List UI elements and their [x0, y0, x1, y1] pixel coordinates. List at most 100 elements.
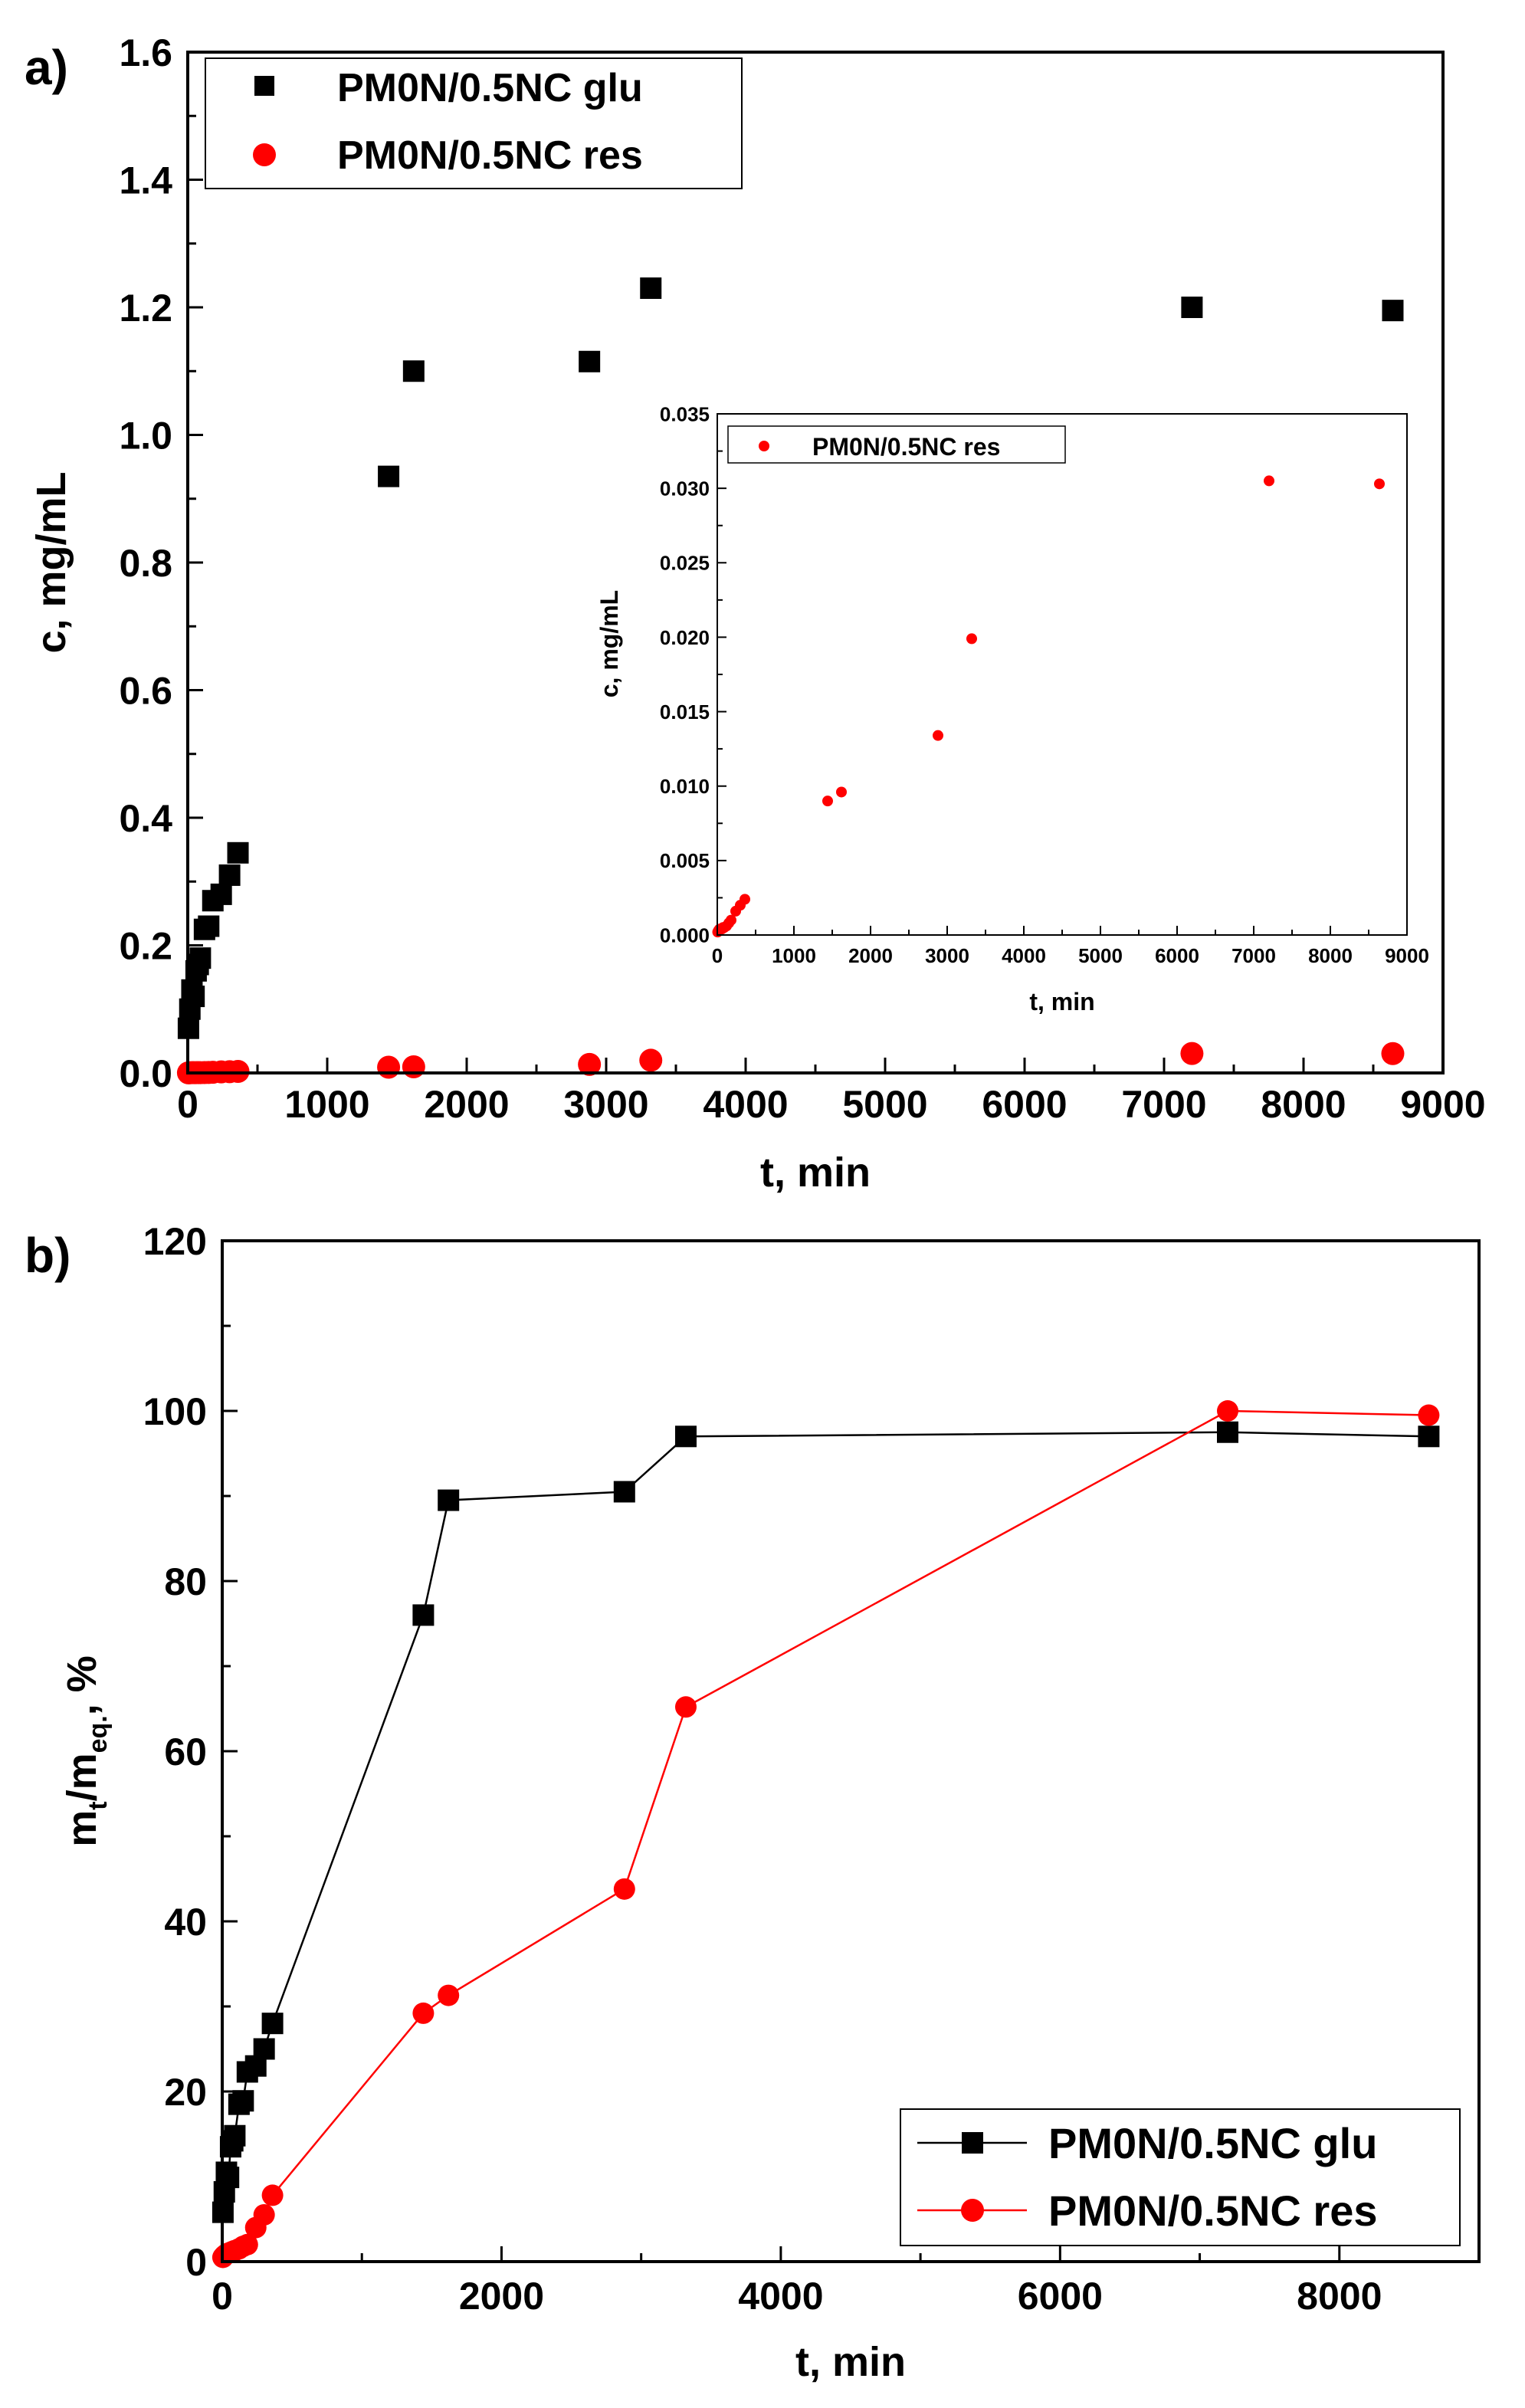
data-point-circle	[740, 894, 750, 905]
panel-b-x-axis-title: t, min	[795, 2339, 906, 2385]
x-tick-label: 6000	[982, 1083, 1067, 1126]
data-point-square	[227, 841, 249, 864]
y-tick-label: 20	[164, 2071, 207, 2114]
panel-a-plot-frame	[186, 51, 1445, 1074]
x-tick-label: 1000	[772, 944, 816, 967]
legend-circle-marker	[253, 143, 276, 166]
data-point-circle	[726, 914, 736, 926]
x-tick-label: 2000	[424, 1083, 509, 1126]
x-tick-label: 1000	[284, 1083, 369, 1126]
inset-legend: PM0N/0.5NC res	[727, 425, 1066, 464]
x-tick-label: 3000	[563, 1083, 648, 1126]
legend-square-marker	[962, 2132, 983, 2154]
data-point-square	[1382, 300, 1404, 322]
ylabel-sub-t: t	[84, 1801, 113, 1809]
data-point-circle	[578, 1052, 602, 1076]
data-point-square	[1418, 1425, 1440, 1448]
y-tick-label: 0.005	[660, 849, 710, 872]
panel-a-chart: a) 0 1000 2000 3000 4000 5000 6000 7000 8000 9000…	[25, 31, 1486, 1196]
data-point-circle	[377, 1055, 401, 1079]
inset-legend-label-res: PM0N/0.5NC res	[812, 433, 1000, 461]
data-point-circle	[412, 2002, 435, 2024]
data-point-square	[640, 277, 662, 300]
inset-background	[717, 414, 1407, 935]
data-point-circle	[639, 1048, 663, 1072]
data-point-square	[218, 864, 241, 886]
panel-b-legend: PM0N/0.5NC glu PM0N/0.5NC res	[900, 2108, 1461, 2246]
data-point-square	[412, 1604, 435, 1626]
y-tick-label: 0.010	[660, 775, 710, 798]
y-tick-label: 0.8	[119, 542, 172, 585]
panel-a-inset-chart: 0 1000 2000 3000 4000 5000 6000 7000 8000 9000 0.0…	[595, 402, 1429, 1015]
x-tick-label: 4000	[703, 1083, 788, 1126]
y-tick-label: 40	[164, 1901, 207, 1944]
data-point-square	[232, 2090, 254, 2112]
x-tick-label: 6000	[1018, 2275, 1103, 2318]
x-tick-label: 4000	[1002, 944, 1046, 967]
panel-b-legend-box	[900, 2108, 1461, 2246]
x-tick-label: 0	[177, 1083, 198, 1126]
x-tick-label: 5000	[1078, 944, 1123, 967]
data-point-square	[210, 883, 232, 905]
data-point-square	[402, 360, 425, 382]
y-tick-label: 0.6	[119, 670, 172, 713]
y-tick-label: 0.0	[119, 1052, 172, 1095]
data-point-circle	[1374, 478, 1385, 490]
data-point-square	[261, 2013, 284, 2035]
inset-x-axis-title: t, min	[1029, 988, 1094, 1015]
panel-a-y-axis-title: c, mg/mL	[28, 471, 74, 653]
x-tick-label: 0	[712, 944, 723, 967]
y-tick-label: 80	[164, 1560, 207, 1603]
x-tick-label: 3000	[925, 944, 969, 967]
data-point-square	[1217, 1421, 1238, 1443]
panel-b-plot-frame	[221, 1239, 1481, 2263]
panel-a-legend: PM0N/0.5NC glu PM0N/0.5NC res	[205, 57, 743, 189]
data-point-circle	[402, 1055, 425, 1079]
inset-ticks: 0 1000 2000 3000 4000 5000 6000 7000 8000 9000 0.0…	[660, 402, 1429, 967]
data-point-square	[674, 1425, 697, 1448]
data-point-circle	[1180, 1042, 1204, 1065]
panel-b-y-axis-title: mt/meq., %	[59, 1655, 113, 1847]
y-tick-label: 0.2	[119, 925, 172, 968]
x-tick-label: 4000	[738, 2275, 823, 2318]
legend-circle-marker	[961, 2199, 984, 2222]
panel-b-legend-label-glu: PM0N/0.5NC glu	[1048, 2119, 1377, 2167]
data-point-square	[438, 1489, 460, 1511]
data-point-circle	[613, 1878, 635, 1900]
data-point-circle	[253, 2203, 275, 2226]
y-tick-label: 0.020	[660, 626, 710, 649]
data-point-square	[613, 1481, 635, 1503]
data-point-square	[198, 915, 220, 937]
y-tick-label: 0.015	[660, 700, 710, 723]
ylabel-percent: , %	[59, 1655, 105, 1715]
panel-b-ticks: 0 2000 4000 6000 8000 0 20 40 60 80 100 120	[143, 1220, 1382, 2318]
panel-b-chart: b) 0 2000 4000 6000 8000 0 20 40 60 80 100 120 t, m…	[25, 1220, 1481, 2385]
panel-a-x-axis-title: t, min	[760, 1150, 871, 1196]
y-tick-label: 0.4	[119, 797, 172, 840]
inset-legend-box	[727, 425, 1066, 464]
y-tick-label: 0	[185, 2241, 207, 2284]
panel-a-ticks: 0 1000 2000 3000 4000 5000 6000 7000 8000 9000 0.0…	[119, 31, 1485, 1126]
y-tick-label: 1.2	[119, 287, 172, 330]
inset-series	[712, 475, 1385, 938]
y-tick-label: 0.035	[660, 402, 710, 425]
panel-b-legend-label-res: PM0N/0.5NC res	[1048, 2187, 1378, 2235]
y-tick-label: 60	[164, 1731, 207, 1773]
y-tick-label: 100	[143, 1390, 207, 1433]
y-tick-label: 1.4	[119, 159, 172, 202]
data-point-circle	[836, 786, 847, 798]
x-tick-label: 8000	[1308, 944, 1353, 967]
y-tick-label: 1.6	[119, 31, 172, 74]
data-point-circle	[236, 2233, 258, 2255]
x-tick-label: 9000	[1400, 1083, 1485, 1126]
data-point-square	[579, 350, 601, 372]
x-tick-label: 7000	[1231, 944, 1276, 967]
x-tick-label: 8000	[1297, 2275, 1382, 2318]
data-point-square	[1181, 297, 1203, 318]
data-point-circle	[1264, 475, 1274, 487]
inset-y-axis-title: c, mg/mL	[595, 590, 623, 697]
data-point-square	[378, 465, 400, 487]
x-tick-label: 5000	[842, 1083, 927, 1126]
ylabel-over-m: /m	[59, 1753, 105, 1801]
data-point-square	[253, 2038, 275, 2060]
